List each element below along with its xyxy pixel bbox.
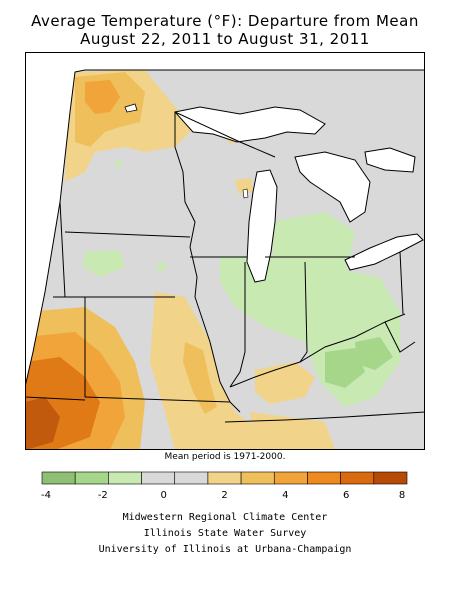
boundary-kansas-oklahoma — [25, 396, 86, 401]
boundary-mississippi-river — [189, 246, 241, 413]
warm-area-kentucky-south — [255, 362, 315, 404]
boundary-minnesota-wisconsin — [174, 112, 196, 248]
boundary-minnesota-iowa — [64, 231, 191, 238]
cool-patch-minnesota — [115, 160, 122, 167]
credit-line-2: Illinois State Water Survey — [143, 528, 307, 539]
legend-tick-labels: -4 -2 0 2 4 6 8 — [41, 490, 405, 501]
boundary-upper-peninsula — [174, 111, 276, 158]
color-scale-legend: -4 -2 0 2 4 6 8 — [41, 471, 408, 501]
legend-tick-label: 6 — [343, 490, 349, 501]
legend-swatch — [340, 471, 375, 485]
legend-swatch — [141, 471, 176, 485]
warm-area-south-illinois — [250, 412, 335, 450]
cool-core-ohio — [325, 348, 365, 388]
credit-line-3: University of Illinois at Urbana-Champai… — [98, 544, 352, 555]
legend-swatch — [373, 471, 408, 485]
legend-tick-label: 2 — [221, 490, 227, 501]
cool-patch-iowa — [83, 250, 125, 277]
warm-peak-minnesota — [85, 80, 120, 114]
cool-core-kentucky — [355, 337, 393, 370]
warm-core-illinois — [183, 342, 217, 414]
lake-superior — [174, 106, 326, 143]
legend-tick-label: 0 — [160, 490, 166, 501]
warm-patch-wisconsin — [235, 178, 253, 194]
lake-erie — [344, 233, 424, 271]
legend-tick-label: -2 — [98, 490, 108, 501]
legend-swatch — [240, 471, 275, 485]
lake-michigan — [246, 169, 278, 283]
legend-swatches — [41, 471, 408, 485]
lake-ontario-edge — [364, 147, 416, 173]
map-title-line-2: August 22, 2011 to August 31, 2011 — [80, 30, 370, 48]
lake-winnebago — [242, 188, 249, 199]
boundary-missouri-arkansas — [84, 396, 231, 403]
boundary-indiana-ohio — [299, 261, 308, 363]
legend-swatch — [307, 471, 341, 485]
isle-royale — [124, 103, 138, 113]
legend-swatch — [41, 471, 76, 485]
boundary-nebraska — [59, 201, 66, 298]
lake-huron — [294, 151, 371, 223]
legend-swatch — [108, 471, 142, 485]
legend-tick-label: 4 — [282, 490, 288, 501]
boundary-west-virginia — [384, 321, 416, 353]
temperature-departure-map — [25, 52, 425, 450]
legend-swatch — [273, 471, 308, 485]
warm-area-illinois-missouri — [150, 292, 270, 450]
map-title-line-1: Average Temperature (°F): Departure from… — [31, 12, 419, 30]
legend-swatch — [174, 471, 209, 485]
boundary-kentucky-tennessee — [224, 411, 425, 423]
legend-swatch — [74, 471, 109, 485]
legend-tick-label: -4 — [41, 490, 51, 501]
map-outline — [25, 69, 425, 450]
boundary-ohio-river — [229, 313, 406, 388]
boundary-illinois-indiana — [229, 262, 246, 388]
legend-tick-label: 8 — [399, 490, 405, 501]
boundary-ohio-pennsylvania — [399, 251, 404, 315]
legend-swatch — [207, 471, 242, 485]
mean-period-note: Mean period is 1971-2000. — [164, 452, 286, 462]
cool-patch-iowa-east — [157, 262, 166, 271]
map-frame — [25, 52, 425, 450]
credit-line-1: Midwestern Regional Climate Center — [122, 512, 328, 523]
hottest-area-kansas — [25, 397, 60, 450]
state-boundaries — [25, 111, 425, 423]
